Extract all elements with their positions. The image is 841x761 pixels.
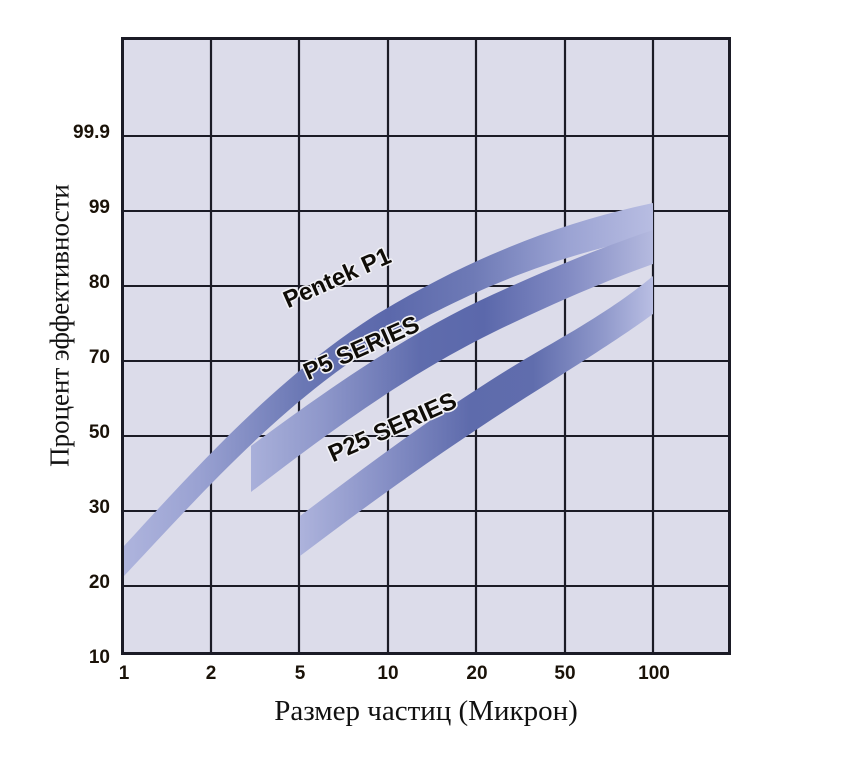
curve-band-p5-series [251, 230, 653, 492]
x-tick-label: 10 [377, 663, 399, 684]
x-axis-title: Размер частиц (Микрон) [274, 695, 578, 727]
x-tick-label: 20 [466, 663, 488, 684]
x-tick-label: 100 [638, 663, 670, 684]
y-tick-label: 20 [88, 572, 110, 593]
x-tick-label: 5 [294, 663, 306, 684]
y-tick-label: 30 [88, 497, 110, 518]
y-tick-label: 99.9 [73, 122, 110, 143]
x-tick-label: 1 [118, 663, 130, 684]
y-tick-label: 70 [88, 347, 110, 368]
y-tick-label: 99 [88, 197, 110, 218]
curve-band-p25-series [300, 276, 653, 556]
y-tick-label: 80 [88, 272, 110, 293]
curve-band-pentek-p1 [124, 203, 653, 576]
y-tick-label: 50 [88, 422, 110, 443]
x-tick-label: 50 [554, 663, 576, 684]
y-axis-tick-labels: 99.9 99 80 70 50 30 20 10 [55, 0, 110, 761]
vertical-gridlines [209, 40, 655, 652]
x-tick-label: 2 [205, 663, 217, 684]
plot-area [121, 37, 731, 655]
plot-svg [124, 40, 728, 652]
y-tick-label: 10 [88, 647, 110, 668]
